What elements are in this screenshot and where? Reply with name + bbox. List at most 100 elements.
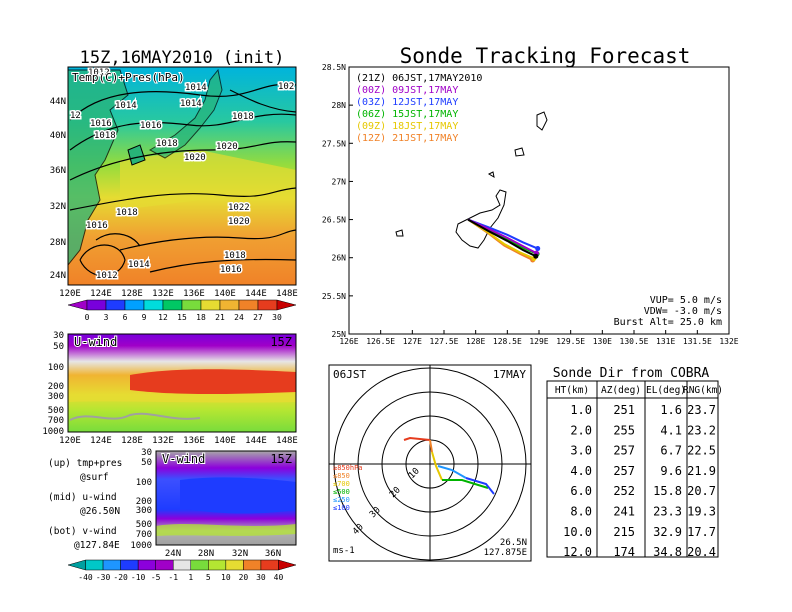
table-cell: 6.7 xyxy=(660,444,682,458)
kyushu-coastline xyxy=(127,144,146,166)
note-line: @26.50N xyxy=(80,506,120,517)
colorbar-swatch xyxy=(243,559,262,571)
p-tick: 30 xyxy=(141,448,152,458)
table-header: HT(km) AZ(deg) EL(deg) RNG(km) xyxy=(555,385,723,396)
table-cell: 12.0 xyxy=(563,545,592,559)
lon-tick: 124E xyxy=(90,289,112,299)
table-cell: 255 xyxy=(613,423,635,437)
small-island xyxy=(514,147,525,157)
table-cell: 174 xyxy=(613,545,635,559)
colorbar-swatch xyxy=(276,299,297,311)
lon-tick: 148E xyxy=(276,289,298,299)
vwind-core xyxy=(180,477,296,514)
uwind-frame xyxy=(67,333,297,433)
jet-core xyxy=(130,369,296,395)
lon-tick: 128.5E xyxy=(493,337,522,346)
surface-panel-frame xyxy=(67,66,297,286)
colorbar-tick: 5 xyxy=(206,573,211,582)
table-cell: 1.6 xyxy=(660,403,682,417)
isobar-label: 1018 xyxy=(94,131,116,141)
sonde-table: Sonde Dir from COBRA HT(km) AZ(deg) EL(d… xyxy=(546,366,723,559)
note-line: @surf xyxy=(80,472,109,483)
colorbar-tick: -20 xyxy=(113,573,128,582)
wind-colorbar: -40 -30 -20 -10 -5 -1 1 5 10 20 30 40 xyxy=(67,559,297,582)
p-tick: 1000 xyxy=(42,427,64,437)
terrain-line xyxy=(69,412,201,421)
lat-tick: 24N xyxy=(50,271,66,281)
colorbar-swatch xyxy=(219,299,240,311)
table-header-cell: RNG(km) xyxy=(683,385,723,396)
colorbar-swatch xyxy=(238,299,259,311)
isobar-label: 1016 xyxy=(140,121,162,131)
colorbar-swatch xyxy=(162,299,183,311)
table-cell: 215 xyxy=(613,525,635,539)
level-item: ≤850 xyxy=(333,472,350,480)
lon-tick: 124E xyxy=(90,436,112,446)
colorbar-tick: 20 xyxy=(239,573,249,582)
lat-tick: 28N xyxy=(198,549,214,559)
hodograph-traces xyxy=(403,436,495,495)
level-item: ≥850hPa xyxy=(333,464,363,472)
isobar-label: 1014 xyxy=(128,260,150,270)
lon-tick: 129.5E xyxy=(556,337,585,346)
table-cell: 9.6 xyxy=(660,464,682,478)
uwind-panel: U-wind 15Z 30 50 100 200 300 500 700 100… xyxy=(42,331,298,446)
japan-coastline xyxy=(148,68,223,159)
colorbar-swatch xyxy=(86,299,107,311)
colorbar-swatch xyxy=(200,299,221,311)
lat-tick: 44N xyxy=(50,97,66,107)
table-cell: 2.0 xyxy=(570,423,592,437)
isobar-label: 12 xyxy=(70,111,81,121)
p-tick: 50 xyxy=(53,342,64,352)
colorbar-tick: 30 xyxy=(272,313,282,322)
colorbar-tick: -10 xyxy=(131,573,146,582)
table-cell: 6.0 xyxy=(570,484,592,498)
table-cell: 22.5 xyxy=(687,444,716,458)
table-cell: 23.3 xyxy=(653,505,682,519)
track-legend-item: (00Z) 09JST,17MAY xyxy=(356,85,458,96)
temperature-colorbar: 0 3 6 9 12 15 18 21 24 27 30 xyxy=(67,299,297,322)
lon-tick: 136E xyxy=(183,289,205,299)
table-cell: 251 xyxy=(613,403,635,417)
colorbar-swatch xyxy=(172,559,192,571)
p-tick: 50 xyxy=(141,458,152,468)
colorbar-swatch xyxy=(190,559,209,571)
table-frame xyxy=(546,380,719,558)
track-legend-item: (03Z) 12JST,17MAY xyxy=(356,97,458,108)
vwind-panel: V-wind 15Z 30 50 100 200 300 500 700 100… xyxy=(67,448,297,582)
lon-tick: 144E xyxy=(245,436,267,446)
p-tick: 500 xyxy=(136,520,152,530)
surface-lon-ticks: 120E 124E 128E 132E 136E 140E 144E 148E xyxy=(59,289,298,299)
colorbar-tick: -5 xyxy=(151,573,161,582)
colorbar-swatch xyxy=(105,299,126,311)
isobar-label: 1012 xyxy=(96,271,118,281)
lat-tick: 28.5N xyxy=(322,63,346,72)
table-cell: 23.7 xyxy=(687,403,716,417)
uwind-label: U-wind xyxy=(74,335,117,349)
init-title: 15Z,16MAY2010 (init) xyxy=(80,48,285,68)
table-grid xyxy=(547,381,718,557)
isobar-label: 1020 xyxy=(228,217,250,227)
table-cell: 257 xyxy=(613,444,635,458)
lon-tick: 126.5E xyxy=(366,337,395,346)
table-header-cell: HT(km) xyxy=(555,385,589,396)
lon-tick: 128E xyxy=(121,289,143,299)
uwind-pressure-ticks: 30 50 100 200 300 500 700 1000 xyxy=(42,331,64,437)
vwind-band xyxy=(156,524,296,536)
lon-tick: 140E xyxy=(214,436,236,446)
lon-tick: 128E xyxy=(466,337,485,346)
lat-tick: 36N xyxy=(265,549,281,559)
okinawa-coastline xyxy=(455,189,507,249)
p-tick: 30 xyxy=(53,331,64,341)
colorbar-tick: 18 xyxy=(196,313,206,322)
isobar-label: 1016 xyxy=(86,221,108,231)
lon-tick: 120E xyxy=(59,436,81,446)
lon-tick: 132E xyxy=(152,436,174,446)
isobar-contours xyxy=(69,83,297,277)
p-tick: 100 xyxy=(48,363,64,373)
lat-tick: 32N xyxy=(50,202,66,212)
lon-tick: 132E xyxy=(719,337,738,346)
colorbar-tick: 21 xyxy=(215,313,225,322)
table-cell: 252 xyxy=(613,484,635,498)
